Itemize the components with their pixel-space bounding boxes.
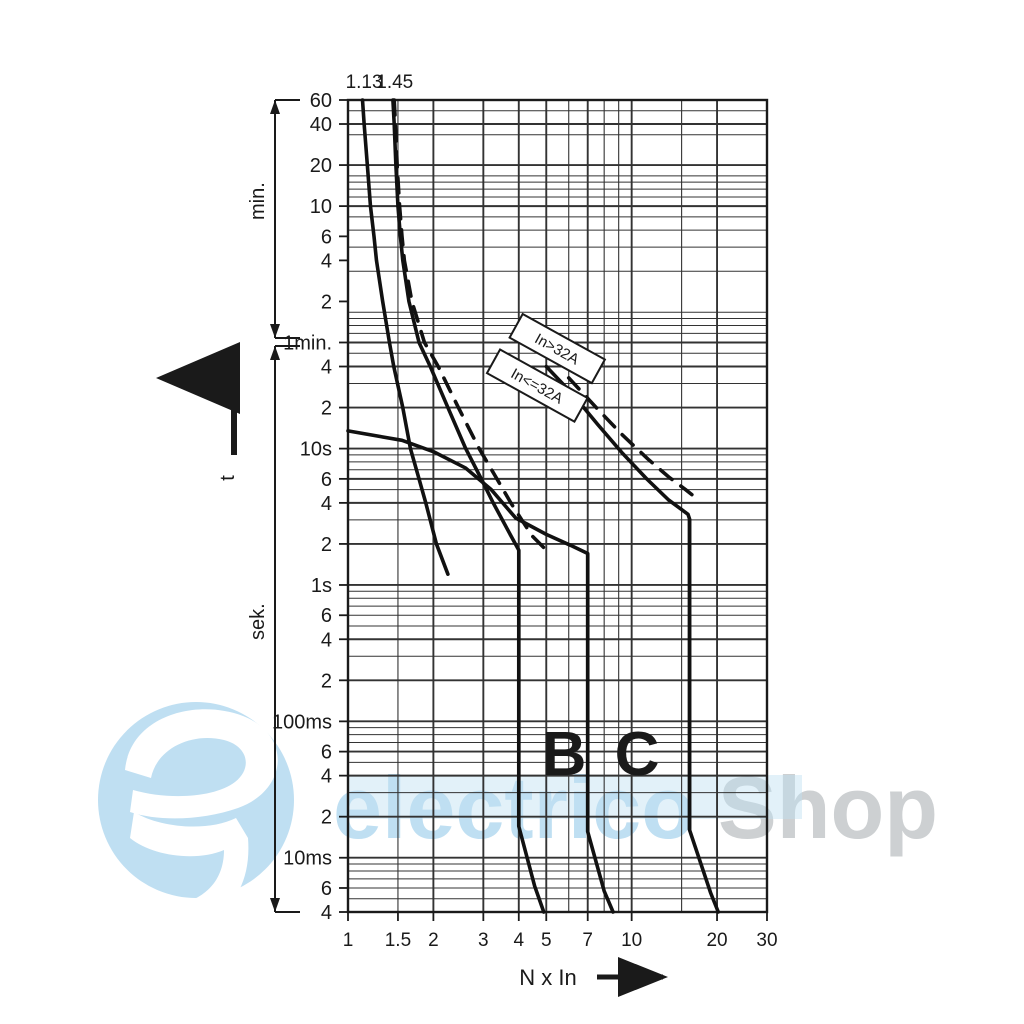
x-tick-label: 7 — [582, 930, 593, 951]
zone-letter-c: C — [615, 720, 660, 789]
watermark-band — [347, 775, 802, 819]
x-axis-label: N x In — [519, 965, 576, 990]
y-tick-label: 2 — [321, 534, 332, 556]
y-axis-unit-min-label: min. — [247, 182, 269, 220]
curve-solid — [360, 98, 450, 576]
y-range-bracket-sek — [270, 345, 300, 913]
top-annotation-label: 1.13 — [346, 72, 383, 93]
y-tick-label: 20 — [310, 155, 332, 177]
curve-solid — [346, 429, 615, 914]
y-tick-label: 6 — [321, 605, 332, 627]
y-tick-label: 2 — [321, 807, 332, 829]
x-tick-label: 3 — [478, 930, 489, 951]
y-tick-label: 2 — [321, 398, 332, 420]
x-axis-ticks: 1 1.5 2 3 4 5 7 10 20 30 — [343, 912, 778, 951]
y-range-bracket-min — [270, 99, 300, 339]
y-tick-label: 4 — [321, 493, 332, 515]
curve-solid — [544, 364, 721, 914]
curve-dashed — [392, 98, 549, 552]
y-axis-ticks: 604020106421min.4210s6421s642100ms64210m… — [272, 90, 348, 924]
y-axis-label: t — [217, 475, 239, 481]
top-annotations: 1.131.45 — [346, 72, 414, 93]
x-tick-label: 1 — [343, 930, 354, 951]
y-tick-label: 6 — [321, 742, 332, 764]
plot-frame — [346, 98, 769, 914]
curve-solid — [391, 98, 546, 914]
top-annotation-label: 1.45 — [376, 72, 413, 93]
watermark-logo-e — [98, 702, 294, 928]
y-tick-label: 2 — [321, 291, 332, 313]
watermark-secondary-text: Shop — [718, 758, 938, 857]
y-tick-label: 4 — [321, 902, 332, 924]
x-tick-label: 20 — [706, 930, 727, 951]
y-tick-label: 1min. — [283, 332, 332, 354]
y-tick-label: 10ms — [283, 848, 332, 870]
curve-dashed — [566, 376, 694, 497]
x-tick-label: 5 — [541, 930, 552, 951]
x-tick-label: 4 — [513, 930, 524, 951]
y-tick-label: 100ms — [272, 711, 332, 733]
watermark-primary-text: electrico — [333, 758, 695, 857]
y-tick-label: 40 — [310, 114, 332, 136]
x-tick-label: 30 — [756, 930, 777, 951]
zone-letter-b: B — [542, 720, 587, 789]
y-tick-label: 60 — [310, 90, 332, 112]
x-tick-label: 2 — [428, 930, 439, 951]
y-tick-label: 2 — [321, 670, 332, 692]
y-tick-label: 4 — [321, 357, 332, 379]
plot-border — [346, 98, 769, 914]
y-tick-label: 1s — [311, 575, 332, 597]
y-tick-label: 4 — [321, 250, 332, 272]
x-tick-label: 10 — [621, 930, 642, 951]
y-tick-label: 10 — [310, 196, 332, 218]
y-axis-unit-sek-label: sek. — [247, 603, 269, 640]
grid-lines — [347, 99, 768, 913]
x-tick-label: 1.5 — [385, 930, 411, 951]
y-tick-label: 10s — [300, 439, 332, 461]
y-tick-label: 6 — [321, 226, 332, 248]
y-tick-label: 6 — [321, 878, 332, 900]
y-tick-label: 6 — [321, 469, 332, 491]
y-tick-label: 4 — [321, 629, 332, 651]
curve-series — [346, 98, 721, 914]
y-tick-label: 4 — [321, 766, 332, 788]
